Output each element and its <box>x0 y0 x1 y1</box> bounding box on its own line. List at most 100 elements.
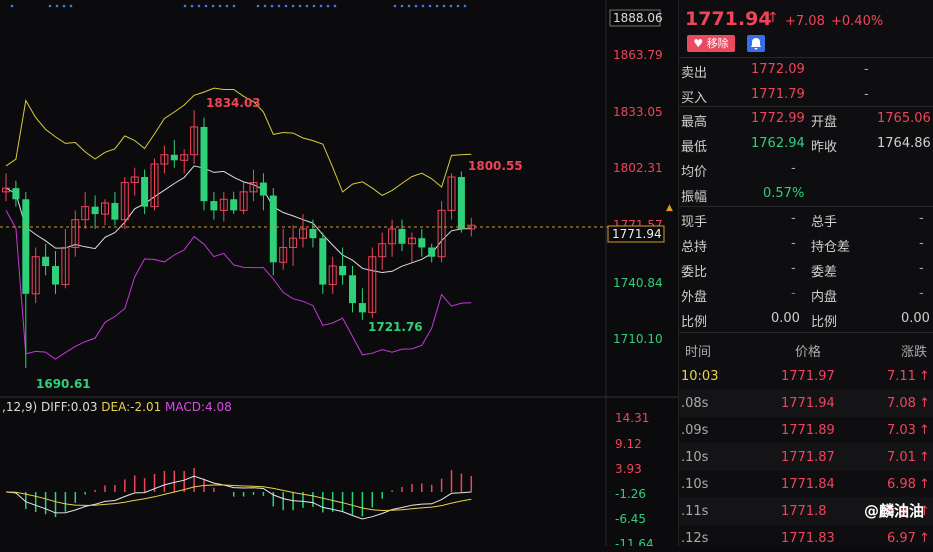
top-dot <box>305 4 309 8</box>
macd-header: ,12,9) DIFF:0.03 DEA:-2.01 MACD:4.08 <box>2 400 232 414</box>
tick-price: 1771.87 <box>781 450 835 465</box>
row-ratio: 委比 - 委差 - <box>681 261 924 280</box>
svg-text:▲: ▲ <box>666 203 673 213</box>
candle-body <box>339 266 347 276</box>
top-dot <box>414 4 418 8</box>
top-dot <box>270 4 274 8</box>
row-avg: 均价 - <box>681 161 796 180</box>
remove-favorite-button[interactable]: ♥ 移除 <box>687 35 735 52</box>
candle-body <box>180 154 189 161</box>
macd-dea-line <box>5 484 472 512</box>
tick-price: 1771.94 <box>781 396 835 411</box>
candle-body <box>101 202 109 215</box>
candle-body <box>190 126 199 156</box>
tick-row: .09s 1771.89 7.03 ↑ <box>679 416 933 444</box>
top-dot <box>232 4 236 8</box>
tick-row: .12s 1771.83 6.97 ↑ <box>679 524 933 552</box>
row-hold: 总持 - 持仓差 - <box>681 236 924 255</box>
macd-tick: -11.64 <box>615 537 654 546</box>
macd-lines <box>5 475 472 520</box>
arrow-up-icon: ↑ <box>919 504 930 519</box>
top-dot <box>442 4 446 8</box>
top-dot <box>10 4 14 8</box>
top-dot <box>48 4 52 8</box>
heart-icon: ♥ <box>693 37 704 50</box>
tick-time: .08s <box>681 396 709 411</box>
candle-body <box>61 246 70 286</box>
top-dot <box>393 4 397 8</box>
candle-body <box>130 176 139 184</box>
arrow-up-icon: ↑ <box>919 396 930 411</box>
top-dot <box>69 4 73 8</box>
annot-low: 1690.61 <box>36 377 91 391</box>
quote-header: 1771.94 ↑ +7.08 +0.40% ♥ 移除 <box>679 0 933 56</box>
candle-body <box>42 256 50 267</box>
axis-tick: 1863.79 <box>613 48 663 62</box>
row-low-prev: 最低 1762.94 昨收 1764.86 <box>681 136 931 155</box>
top-dot <box>55 4 59 8</box>
top-dot <box>277 4 281 8</box>
top-dots <box>10 4 467 8</box>
candle-body <box>111 202 119 220</box>
candle-body <box>31 256 40 295</box>
tick-row: .10s 1771.87 7.01 ↑ <box>679 443 933 471</box>
top-dot <box>463 4 467 8</box>
candle-body <box>319 238 327 285</box>
top-dot <box>298 4 302 8</box>
candle-body <box>447 176 456 211</box>
top-dot <box>333 4 337 8</box>
macd-tick: -6.45 <box>615 512 646 526</box>
row-outer-inner: 外盘 - 内盘 - <box>681 286 924 305</box>
top-dot <box>428 4 432 8</box>
candle-body <box>200 126 208 202</box>
tick-price: 1771.83 <box>781 531 835 546</box>
top-dot <box>284 4 288 8</box>
quote-panel: 1771.94 ↑ +7.08 +0.40% ♥ 移除 卖出 1772.09 -… <box>678 0 933 546</box>
macd-axis: 14.31 9.12 3.93 -1.26 -6.45 -11.64 <box>615 411 654 546</box>
alert-button[interactable] <box>747 35 765 52</box>
axis-top-label: 1888.06 <box>613 11 663 25</box>
tick-change: 7.08 <box>887 396 916 411</box>
top-dot <box>291 4 295 8</box>
row-high-open: 最高 1772.99 开盘 1765.06 <box>681 111 931 130</box>
tick-row: 10:03 1771.97 7.11 ↑ <box>679 362 933 390</box>
tick-row: .10s 1771.84 6.98 ↑ <box>679 470 933 498</box>
top-dot <box>456 4 460 8</box>
candle-body <box>368 256 377 313</box>
candle-body <box>160 154 169 165</box>
candle-body <box>457 176 465 229</box>
candle-body <box>12 188 20 200</box>
last-price: 1771.94 <box>685 8 772 30</box>
candle-body <box>428 247 436 257</box>
tick-change: 7.11 <box>887 369 916 384</box>
current-price-box: 1771.94 <box>612 227 662 241</box>
top-dot <box>211 4 215 8</box>
top-dot <box>183 4 187 8</box>
macd-tick: 14.31 <box>615 411 649 425</box>
candle-body <box>437 209 446 258</box>
candle-body <box>349 275 356 304</box>
price-annotations: 1834.03 1800.55 1690.61 1721.76 <box>36 96 523 391</box>
tick-row: .08s 1771.94 7.08 ↑ <box>679 389 933 417</box>
candle-body <box>309 228 317 239</box>
kline-chart[interactable]: 1834.03 1800.55 1690.61 1721.76 1888.06 … <box>0 0 678 546</box>
top-dot <box>62 4 66 8</box>
top-dot <box>218 4 222 8</box>
candle-body <box>259 182 267 196</box>
top-dot <box>407 4 411 8</box>
candle-body <box>279 246 288 263</box>
row-ratio2: 比例 0.00 比例 0.00 <box>681 311 930 330</box>
candle-body <box>120 182 129 221</box>
top-dot <box>319 4 323 8</box>
tick-change: 6.98 <box>887 477 916 492</box>
boll-lower <box>5 210 472 360</box>
tick-change: 6.9 <box>887 504 908 519</box>
bell-icon <box>751 38 761 50</box>
candle-body <box>358 303 366 313</box>
top-dot <box>256 4 260 8</box>
candle-body <box>170 154 178 161</box>
macd-tick: -1.26 <box>615 487 646 501</box>
candle-body <box>150 163 159 208</box>
candle-body <box>91 206 99 215</box>
macd-diff-line <box>5 475 472 520</box>
